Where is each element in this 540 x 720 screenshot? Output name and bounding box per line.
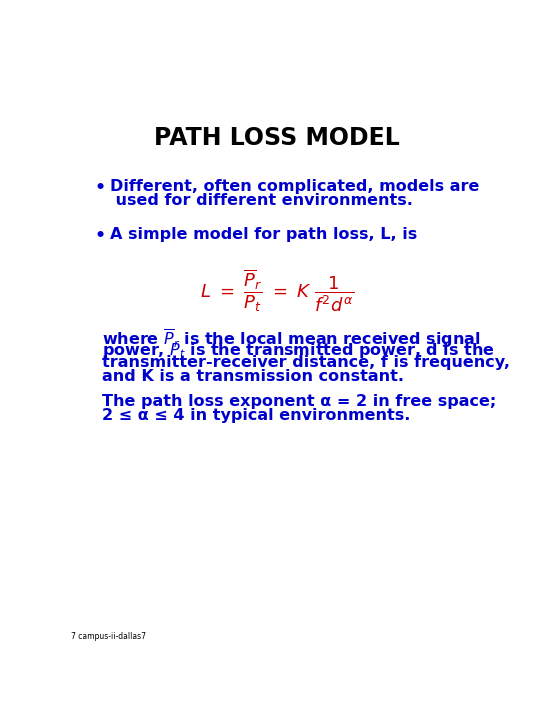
Text: A simple model for path loss, L, is: A simple model for path loss, L, is: [110, 228, 417, 243]
Text: $L \ = \ \dfrac{\overline{P}_r}{P_t} \ = \ K \ \dfrac{1}{f^2 d^{\alpha}}$: $L \ = \ \dfrac{\overline{P}_r}{P_t} \ =…: [200, 267, 354, 314]
Text: power, $P_t$ is the transmitted power, d is the: power, $P_t$ is the transmitted power, d…: [103, 341, 495, 360]
Text: 2 ≤ α ≤ 4 in typical environments.: 2 ≤ α ≤ 4 in typical environments.: [103, 408, 411, 423]
Text: where $\overline{P}_r$ is the local mean received signal: where $\overline{P}_r$ is the local mean…: [103, 328, 481, 351]
Text: transmitter-receiver distance, f is frequency,: transmitter-receiver distance, f is freq…: [103, 355, 510, 370]
Text: Different, often complicated, models are: Different, often complicated, models are: [110, 179, 480, 194]
Text: •: •: [94, 228, 106, 246]
Text: 7 campus-ii-dallas7: 7 campus-ii-dallas7: [71, 631, 146, 641]
Text: used for different environments.: used for different environments.: [110, 193, 413, 207]
Text: •: •: [94, 179, 106, 197]
Text: The path loss exponent α = 2 in free space;: The path loss exponent α = 2 in free spa…: [103, 395, 497, 410]
Text: and K is a transmission constant.: and K is a transmission constant.: [103, 369, 404, 384]
Text: PATH LOSS MODEL: PATH LOSS MODEL: [154, 127, 400, 150]
